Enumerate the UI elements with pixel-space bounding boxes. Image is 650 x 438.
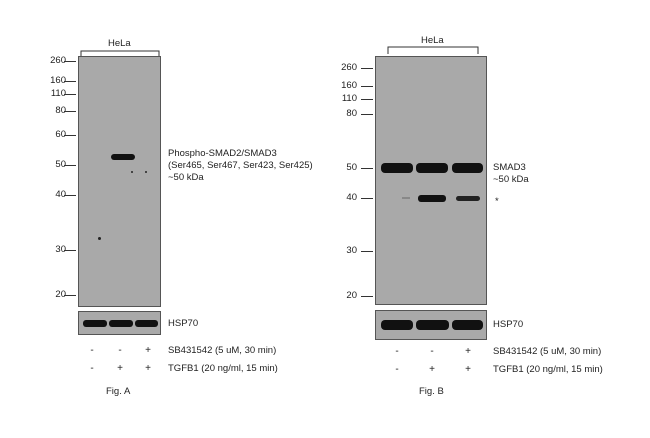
mw-tick <box>64 81 76 82</box>
mw-tick <box>64 250 76 251</box>
loading-band <box>109 320 133 327</box>
lane-sign: + <box>145 363 151 374</box>
figure-label: Fig. B <box>419 386 444 397</box>
blot-speck <box>131 171 133 173</box>
treatment-label-tgfb1: TGFB1 (20 ng/ml, 15 min) <box>493 364 603 375</box>
mw-marker-260: 260 <box>50 55 66 66</box>
mw-tick <box>361 114 373 115</box>
treatment-label-sb431542: SB431542 (5 uM, 30 min) <box>168 345 277 356</box>
mw-tick <box>361 296 373 297</box>
lane-sign: - <box>90 345 94 356</box>
mw-marker-50: 50 <box>55 159 66 170</box>
mw-tick <box>361 86 373 87</box>
mw-marker-40: 40 <box>346 192 357 203</box>
mw-marker-20: 20 <box>346 290 357 301</box>
mw-tick <box>361 99 373 100</box>
mw-tick <box>361 68 373 69</box>
mw-marker-80: 80 <box>346 108 357 119</box>
lane-bracket <box>387 46 479 54</box>
target-label-line-3: ~50 kDa <box>168 172 204 183</box>
lane-bracket <box>80 50 160 57</box>
lane-sign: + <box>429 364 435 375</box>
mw-marker-30: 30 <box>346 245 357 256</box>
target-label-line-1: Phospho-SMAD2/SMAD3 <box>168 148 277 159</box>
mw-tick <box>64 135 76 136</box>
mw-tick <box>64 165 76 166</box>
loading-control-blot <box>375 310 487 340</box>
panel-a: HeLa 260 160 110 80 60 50 40 30 20 Phosp… <box>50 38 313 397</box>
loading-band <box>416 320 449 330</box>
blot-speck <box>145 171 147 173</box>
loading-control-label: HSP70 <box>168 318 199 329</box>
mw-tick <box>361 251 373 252</box>
target-label-line-1: SMAD3 <box>493 162 526 173</box>
mw-tick <box>361 198 373 199</box>
lane-sign: - <box>118 345 122 356</box>
mw-marker-110: 110 <box>341 93 357 104</box>
mw-tick <box>361 168 373 169</box>
mw-tick <box>64 94 76 95</box>
protein-band <box>416 163 448 173</box>
nonspecific-band <box>418 195 446 202</box>
blot-speck <box>98 237 101 240</box>
lane-sign: - <box>395 364 399 375</box>
lane-sign: + <box>465 346 471 357</box>
lane-sign: - <box>90 363 94 374</box>
western-blot-image <box>375 56 487 305</box>
mw-marker-80: 80 <box>55 105 66 116</box>
lane-sign: + <box>117 363 123 374</box>
loading-band <box>135 320 158 327</box>
cell-line-label: HeLa <box>421 35 444 46</box>
target-label-line-2: (Ser465, Ser467, Ser423, Ser425) <box>168 160 313 171</box>
treatment-label-sb431542: SB431542 (5 uM, 30 min) <box>493 346 602 357</box>
mw-marker-60: 60 <box>55 129 66 140</box>
mw-marker-30: 30 <box>55 244 66 255</box>
nonspecific-band-marker: * <box>495 196 499 207</box>
lane-sign: - <box>395 346 399 357</box>
loading-band <box>381 320 413 330</box>
mw-marker-110: 110 <box>50 88 66 99</box>
protein-band <box>381 163 413 173</box>
loading-band <box>452 320 483 330</box>
target-label-line-2: ~50 kDa <box>493 174 529 185</box>
loading-control-blot <box>78 311 161 335</box>
loading-band <box>83 320 107 327</box>
mw-marker-40: 40 <box>55 189 66 200</box>
treatment-label-tgfb1: TGFB1 (20 ng/ml, 15 min) <box>168 363 278 374</box>
lane-sign: - <box>430 346 434 357</box>
panel-b: HeLa 260 160 110 80 50 40 30 20 SMAD3 ~5… <box>325 0 650 438</box>
mw-marker-20: 20 <box>55 289 66 300</box>
mw-tick <box>64 195 76 196</box>
mw-marker-160: 160 <box>50 75 66 86</box>
mw-tick <box>64 295 76 296</box>
cell-line-label: HeLa <box>108 38 131 49</box>
figure-label: Fig. A <box>106 386 131 397</box>
loading-control-label: HSP70 <box>493 319 524 330</box>
protein-band <box>452 163 483 173</box>
mw-marker-50: 50 <box>346 162 357 173</box>
mw-marker-260: 260 <box>341 62 357 73</box>
lane-sign: + <box>465 364 471 375</box>
mw-tick <box>64 61 76 62</box>
mw-tick <box>64 111 76 112</box>
western-blot-image <box>78 56 161 307</box>
nonspecific-band <box>456 196 480 201</box>
protein-band <box>111 154 135 160</box>
lane-sign: + <box>145 345 151 356</box>
mw-marker-160: 160 <box>341 80 357 91</box>
nonspecific-band <box>402 197 410 199</box>
